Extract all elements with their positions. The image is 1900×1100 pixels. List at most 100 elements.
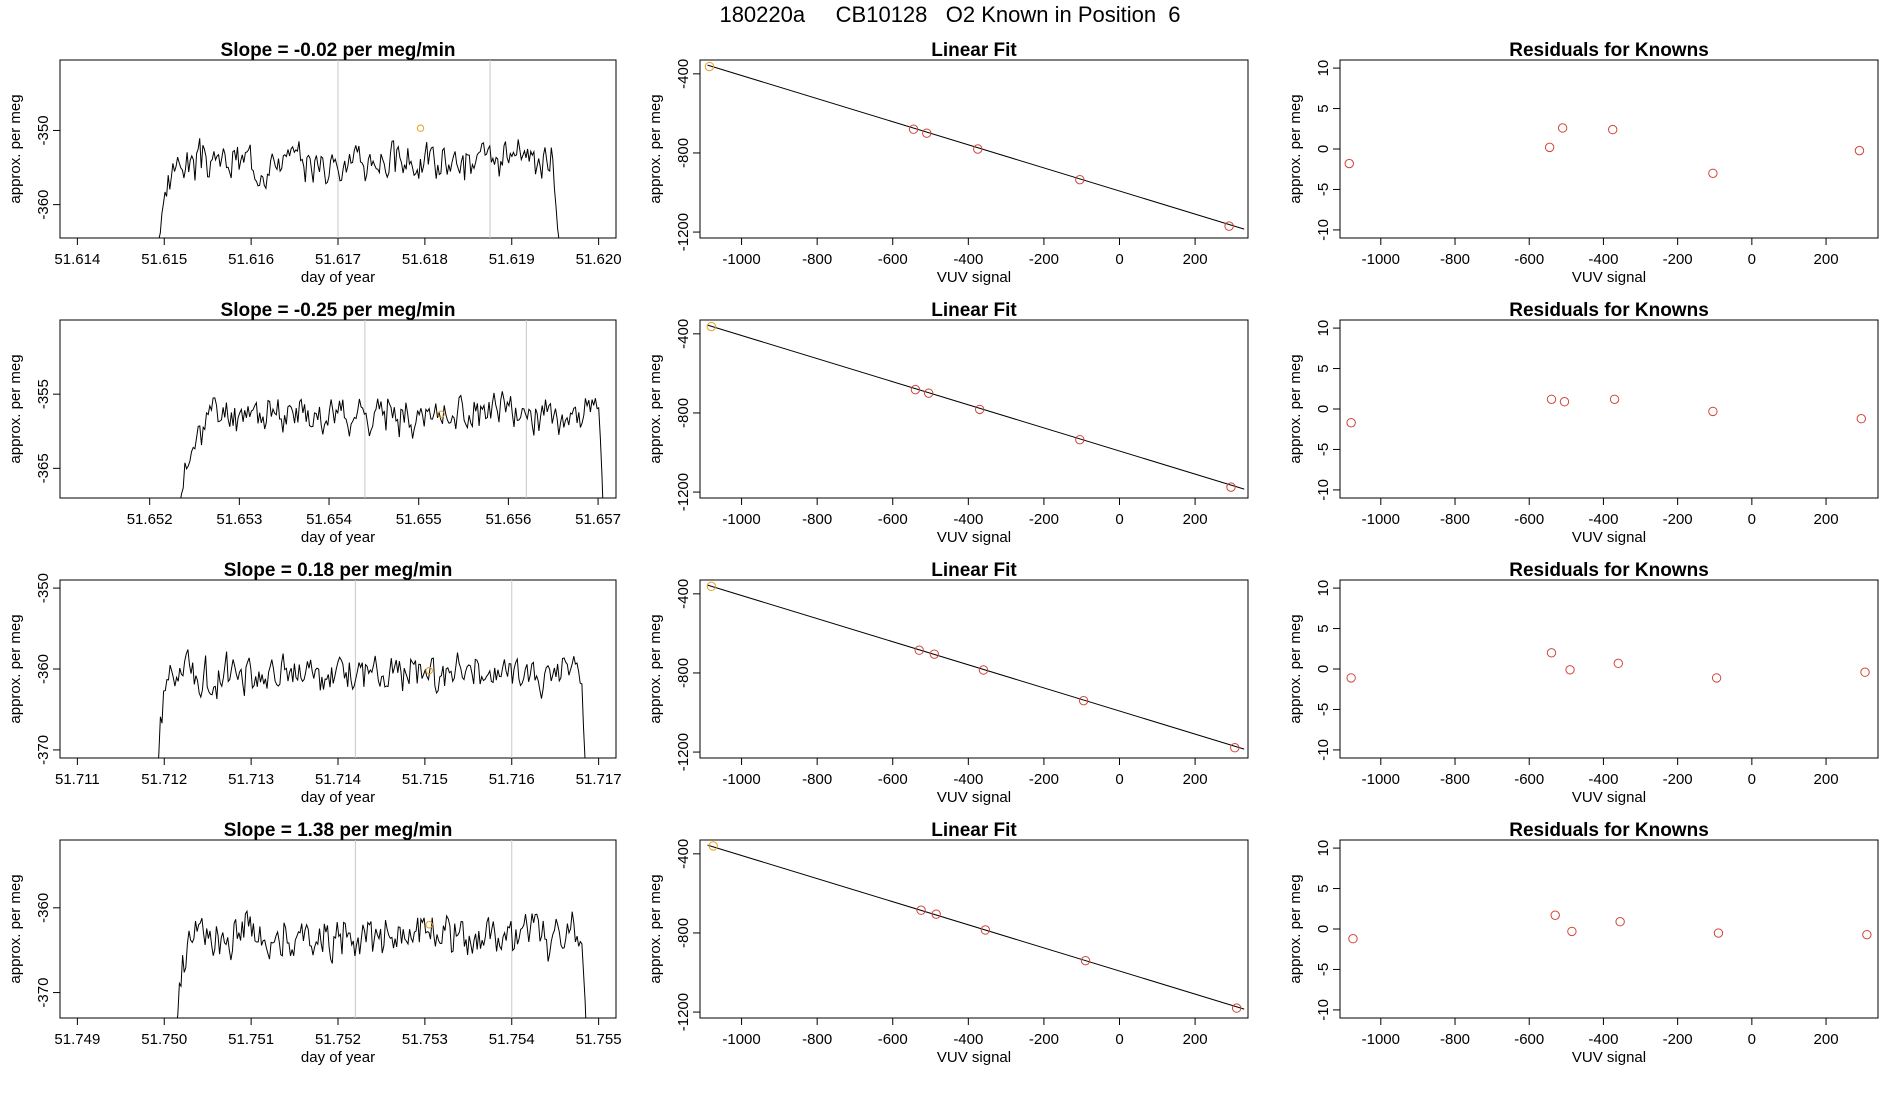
data-point — [980, 925, 991, 935]
chart-title: Linear Fit — [931, 820, 1017, 841]
x-tick-label: 51.712 — [141, 771, 187, 788]
x-tick-label: 200 — [1183, 251, 1208, 268]
data-point — [706, 581, 717, 592]
y-tick-label: -1200 — [675, 473, 692, 511]
chart-title: Linear Fit — [931, 40, 1017, 61]
x-tick-label: -600 — [1514, 251, 1544, 268]
data-point — [914, 645, 924, 655]
data-point — [1862, 929, 1872, 940]
x-tick-label: 0 — [1748, 511, 1756, 528]
data-point — [1557, 123, 1568, 133]
signal-trace — [176, 909, 587, 1018]
x-tick-label: -1000 — [1362, 251, 1400, 268]
chart-panel-7: Slope = 0.18 per meg/min 51.711 51.712 51.7… — [7, 560, 622, 806]
x-tick-label: 200 — [1183, 511, 1208, 528]
x-tick-label: -400 — [953, 1031, 983, 1048]
data-point — [916, 905, 926, 915]
chart-panel-6: Residuals for Knowns-1000 -800 -600 -400 -20… — [1287, 300, 1879, 546]
x-tick-label: -800 — [802, 251, 832, 268]
x-tick-label: 0 — [1748, 771, 1756, 788]
y-axis-label: approx. per meg — [1287, 614, 1304, 723]
chart-title: Residuals for Knowns — [1509, 300, 1709, 321]
data-point — [1854, 145, 1865, 156]
x-tick-label: 51.716 — [489, 771, 535, 788]
x-tick-label: 0 — [1115, 511, 1123, 528]
data-point — [1565, 665, 1575, 675]
chart-panel-4: Slope = -0.25 per meg/min 51.652 51.653 51.… — [7, 300, 621, 546]
x-tick-label: 0 — [1115, 1031, 1123, 1048]
x-tick-label: 51.657 — [575, 511, 621, 528]
y-tick-label: -800 — [675, 398, 692, 428]
x-tick-label: -1000 — [722, 251, 760, 268]
x-tick-label: 200 — [1183, 1031, 1208, 1048]
y-axis-label: approx. per meg — [647, 614, 664, 723]
x-tick-label: -600 — [878, 251, 908, 268]
data-point — [929, 649, 940, 659]
y-tick-label: -800 — [675, 138, 692, 168]
data-point — [1608, 124, 1618, 135]
plot-frame — [1339, 319, 1879, 499]
y-tick-label: 5 — [1315, 884, 1332, 892]
chart-panel-3: Residuals for Knowns-1000 -800 -600 -400 -20… — [1287, 40, 1879, 286]
y-tick-label: -360 — [35, 893, 52, 923]
x-tick-label: 51.751 — [228, 1031, 274, 1048]
chart-title: Slope = 0.18 per meg/min — [224, 560, 453, 581]
known-point — [425, 666, 433, 675]
x-axis-label: VUV signal — [937, 1049, 1011, 1066]
x-tick-label: 51.615 — [141, 251, 187, 268]
x-tick-label: 200 — [1183, 771, 1208, 788]
x-tick-label: 51.714 — [315, 771, 361, 788]
y-axis-label: approx. per meg — [647, 354, 664, 463]
x-tick-label: -400 — [953, 511, 983, 528]
plot-frame — [699, 59, 1249, 239]
x-tick-label: -200 — [1029, 771, 1059, 788]
y-axis-label: approx. per meg — [1287, 354, 1304, 463]
x-tick-label: -600 — [1514, 1031, 1544, 1048]
data-point — [973, 144, 983, 154]
x-axis-label: VUV signal — [937, 269, 1011, 286]
y-tick-label: -10 — [1315, 999, 1332, 1021]
x-tick-label: -200 — [1663, 511, 1693, 528]
x-tick-label: -1000 — [722, 771, 760, 788]
y-tick-label: -360 — [35, 190, 52, 220]
y-tick-label: 0 — [1315, 405, 1332, 413]
known-point — [425, 921, 433, 929]
x-tick-label: -1000 — [722, 511, 760, 528]
y-tick-label: 0 — [1315, 145, 1332, 153]
x-tick-label: 51.749 — [54, 1031, 100, 1048]
y-tick-label: -400 — [675, 579, 692, 609]
y-axis-label: approx. per meg — [7, 874, 24, 983]
data-point — [1708, 406, 1718, 417]
data-point — [1550, 910, 1560, 920]
data-point — [1609, 394, 1620, 404]
data-point — [1546, 394, 1557, 404]
y-tick-label: -400 — [675, 59, 692, 89]
x-tick-label: -800 — [802, 1031, 832, 1048]
y-axis-label: approx. per meg — [647, 94, 664, 203]
x-tick-label: 51.618 — [402, 251, 448, 268]
data-point — [1075, 434, 1085, 445]
x-tick-label: 51.717 — [576, 771, 622, 788]
x-axis-label: VUV signal — [937, 789, 1011, 806]
x-tick-label: -600 — [1514, 511, 1544, 528]
x-tick-label: 51.654 — [306, 511, 352, 528]
x-tick-label: -200 — [1663, 1031, 1693, 1048]
data-point — [978, 665, 989, 675]
y-tick-label: -5 — [1315, 703, 1332, 716]
y-tick-label: -355 — [35, 379, 52, 409]
chart-title: Linear Fit — [931, 560, 1017, 581]
x-tick-label: -800 — [1440, 1031, 1470, 1048]
data-point — [974, 404, 985, 415]
data-point — [1075, 174, 1085, 185]
x-tick-label: 200 — [1814, 771, 1839, 788]
x-axis-label: VUV signal — [937, 529, 1011, 546]
y-tick-label: -10 — [1315, 479, 1332, 501]
x-tick-label: 200 — [1814, 1031, 1839, 1048]
data-point — [1231, 1003, 1242, 1013]
x-tick-label: 0 — [1748, 1031, 1756, 1048]
x-tick-label: 51.653 — [216, 511, 262, 528]
data-point — [704, 61, 715, 72]
data-point — [1346, 673, 1356, 683]
y-tick-label: -365 — [35, 453, 52, 483]
x-tick-label: -1000 — [1362, 771, 1400, 788]
